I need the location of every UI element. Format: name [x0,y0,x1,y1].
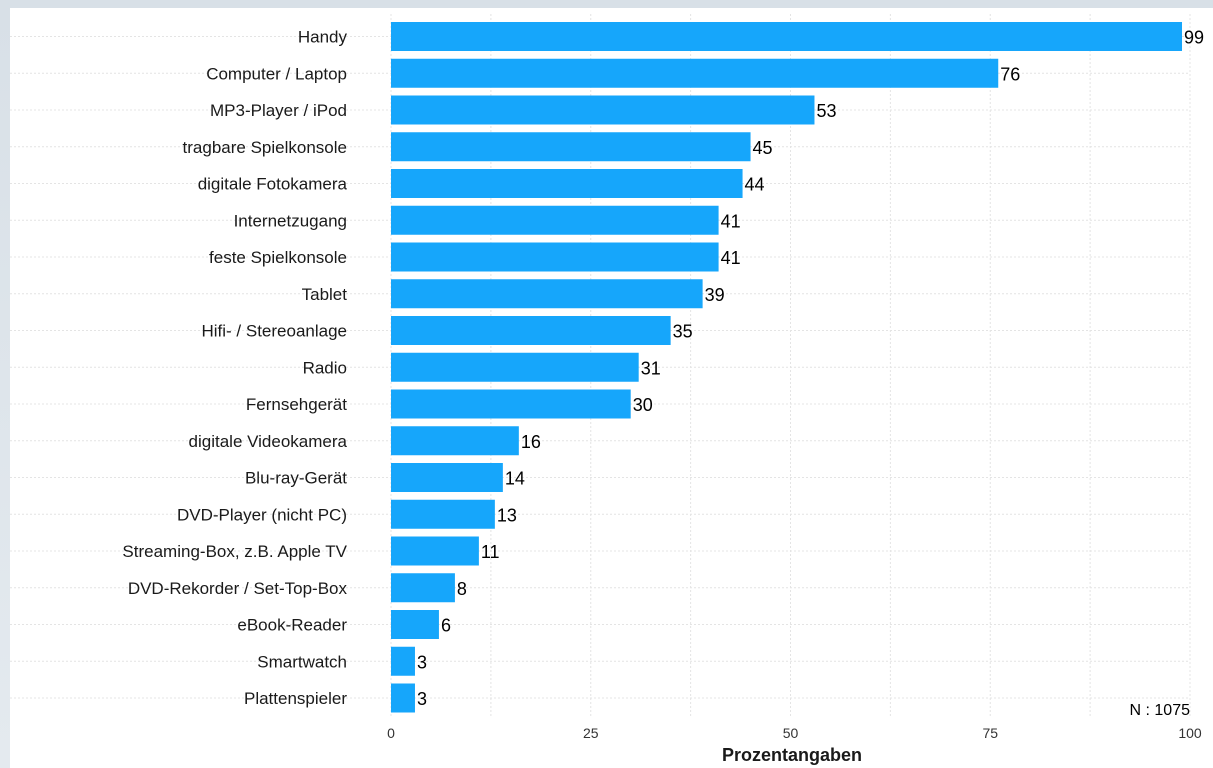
bar [391,610,439,639]
category-label: Computer / Laptop [206,64,347,83]
bar [391,279,703,309]
x-axis-title: Prozentangaben [722,745,862,765]
bar [391,389,631,419]
category-label: Fernsehgerät [246,395,347,414]
x-tick-label: 100 [1178,725,1202,741]
bar [391,169,743,198]
category-label: Smartwatch [257,652,347,671]
bar [391,22,1183,51]
x-tick-label: 75 [982,725,998,741]
sample-size-note: N : 1075 [1130,702,1191,719]
value-label: 13 [497,505,517,525]
value-label: 41 [721,211,741,231]
value-label: 3 [417,689,427,709]
category-label: Hifi- / Stereoanlage [201,322,347,341]
category-label: digitale Videokamera [189,432,348,451]
value-label: 30 [633,395,653,415]
bar [391,683,415,713]
value-label: 11 [481,542,500,562]
value-label: 8 [457,579,467,599]
category-label: feste Spielkonsole [209,248,347,267]
bar [391,573,455,603]
value-label: 39 [705,285,725,305]
bar [391,499,495,529]
bar [391,463,503,492]
value-label: 44 [745,175,765,195]
category-label: Tablet [302,285,348,304]
value-label: 35 [673,322,693,342]
category-label: Blu-ray-Gerät [245,469,347,488]
value-label: 53 [816,101,836,121]
bar [391,536,479,566]
value-label: 99 [1184,28,1204,48]
category-label: Streaming-Box, z.B. Apple TV [122,542,347,561]
value-label: 31 [641,358,661,378]
x-tick-label: 0 [387,725,395,741]
bar-chart: Handy Computer / Laptop MP3-Player / iPod t… [10,14,1204,765]
x-axis-ticks: 0 25 50 75 100 [387,725,1202,741]
x-tick-label: 25 [583,725,599,741]
x-tick-label: 50 [783,725,799,741]
bar [391,95,815,125]
bar [391,426,519,456]
bar [391,242,719,272]
category-label: DVD-Player (nicht PC) [177,505,347,524]
chart-panel: Handy Computer / Laptop MP3-Player / iPod t… [10,8,1213,768]
category-label: DVD-Rekorder / Set-Top-Box [128,579,348,598]
category-label: Handy [298,28,348,47]
value-label: 14 [505,469,525,489]
bar [391,205,719,235]
category-label: eBook-Reader [237,616,347,635]
value-label: 16 [521,432,541,452]
bar [391,132,751,162]
bar [391,58,999,88]
category-labels: Handy Computer / Laptop MP3-Player / iPod t… [122,28,347,709]
bar [391,316,671,345]
bar [391,646,415,676]
bar [391,352,639,382]
bars [391,22,1183,713]
value-label: 45 [753,138,773,158]
value-label: 3 [417,652,427,672]
category-label: MP3-Player / iPod [210,101,347,120]
category-label: Plattenspieler [244,689,347,708]
value-label: 6 [441,616,451,636]
category-label: Internetzugang [234,211,347,230]
value-label: 76 [1000,64,1020,84]
category-label: digitale Fotokamera [198,175,348,194]
category-label: tragbare Spielkonsole [183,138,347,157]
category-label: Radio [303,358,347,377]
value-label: 41 [721,248,741,268]
